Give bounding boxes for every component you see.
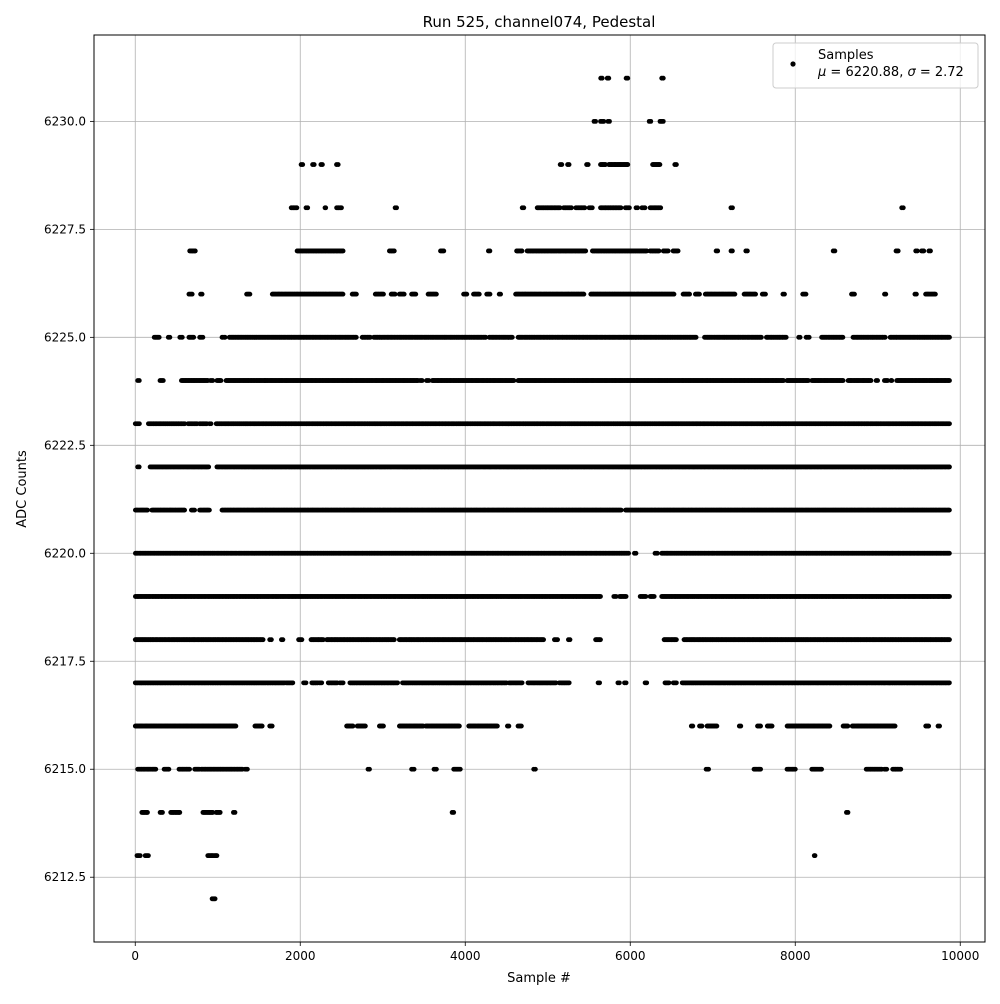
data-point [926, 724, 931, 729]
data-point [644, 594, 649, 599]
data-point [715, 724, 720, 729]
data-point [555, 637, 560, 642]
data-point [218, 810, 223, 815]
data-point [738, 724, 743, 729]
data-point [451, 810, 456, 815]
data-point [597, 680, 602, 685]
data-point [937, 724, 942, 729]
data-point [674, 637, 679, 642]
data-point [541, 637, 546, 642]
data-point [700, 724, 705, 729]
data-point [690, 724, 695, 729]
data-point [644, 680, 649, 685]
data-point [495, 724, 500, 729]
data-point [146, 853, 151, 858]
data-point [568, 637, 573, 642]
data-point [395, 680, 400, 685]
data-point [793, 767, 798, 772]
data-point [634, 551, 639, 556]
data-point [213, 896, 218, 901]
data-point [828, 724, 833, 729]
data-point [304, 680, 309, 685]
data-point [187, 767, 192, 772]
data-point [626, 551, 631, 556]
data-point [434, 767, 439, 772]
data-point [215, 853, 220, 858]
data-point [412, 767, 417, 772]
data-point [706, 767, 711, 772]
data-point [655, 551, 660, 556]
data-point [245, 767, 250, 772]
data-point [898, 767, 903, 772]
data-point [598, 594, 603, 599]
data-point [624, 594, 629, 599]
data-point [182, 508, 187, 513]
data-point [234, 724, 239, 729]
data-point [300, 637, 305, 642]
data-point [947, 680, 952, 685]
data-point [624, 680, 629, 685]
data-point [351, 724, 356, 729]
data-point [167, 767, 172, 772]
data-point [884, 767, 889, 772]
data-point [813, 853, 818, 858]
data-point [758, 724, 763, 729]
data-point [846, 724, 851, 729]
data-point [319, 680, 324, 685]
data-point [392, 637, 397, 642]
data-point [507, 724, 512, 729]
data-point [458, 767, 463, 772]
data-point [260, 724, 265, 729]
data-point [192, 508, 197, 513]
data-point [519, 724, 524, 729]
data-point [947, 551, 952, 556]
data-point [207, 508, 212, 513]
data-point [667, 680, 672, 685]
data-point [893, 724, 898, 729]
data-point [947, 594, 952, 599]
data-point [270, 724, 275, 729]
data-point [652, 594, 657, 599]
data-point [457, 724, 462, 729]
chart-title: Run 525, channel074, Pedestal [423, 13, 656, 31]
data-point [770, 724, 775, 729]
data-point [758, 767, 763, 772]
data-point [160, 810, 165, 815]
data-point [153, 767, 158, 772]
data-point [819, 767, 824, 772]
data-point [520, 680, 525, 685]
data-point [261, 637, 266, 642]
data-point [367, 767, 372, 772]
data-point [269, 637, 274, 642]
data-point [533, 767, 538, 772]
data-point [947, 637, 952, 642]
data-point [233, 810, 238, 815]
data-point [363, 724, 368, 729]
data-point [598, 637, 603, 642]
data-point [381, 724, 386, 729]
data-point [567, 680, 572, 685]
data-point [341, 680, 346, 685]
data-point [290, 680, 295, 685]
data-point [177, 810, 182, 815]
data-point [145, 810, 150, 815]
data-point [617, 680, 622, 685]
data-point [145, 508, 150, 513]
data-point [846, 810, 851, 815]
data-point [674, 680, 679, 685]
data-point [281, 637, 286, 642]
data-point [138, 853, 143, 858]
